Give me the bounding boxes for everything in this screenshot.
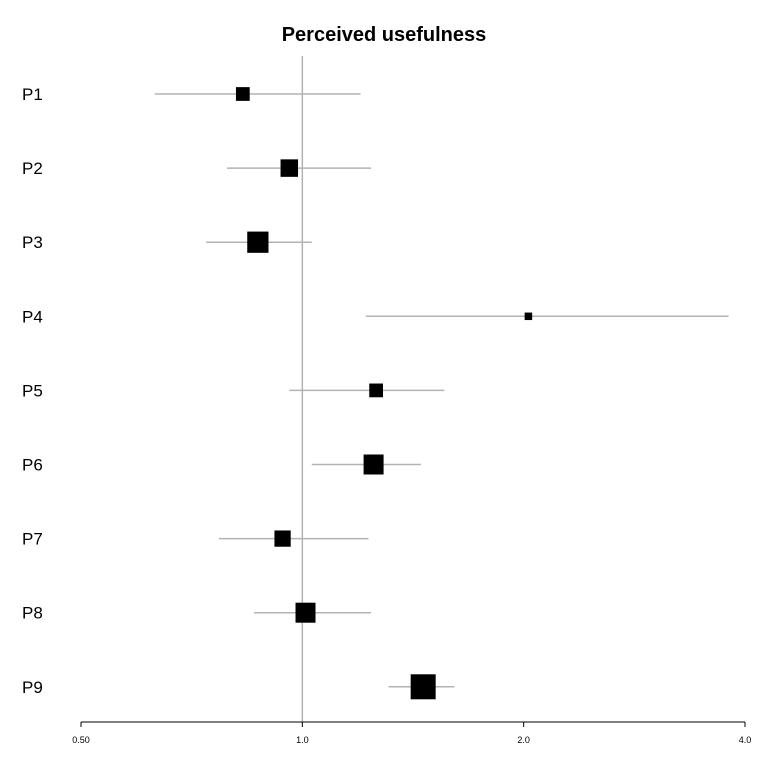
chart-title: Perceived usefulness bbox=[282, 24, 487, 46]
estimate-marker bbox=[235, 87, 250, 101]
x-axis-ticks: 0.50 1.0 2.0 4.0 bbox=[72, 722, 751, 745]
row-label: P2 bbox=[22, 159, 43, 178]
row-label: P8 bbox=[22, 604, 43, 623]
estimate-marker bbox=[274, 530, 291, 547]
estimate-marker bbox=[524, 312, 533, 321]
estimate-marker bbox=[280, 159, 299, 177]
row-label: P9 bbox=[22, 678, 43, 697]
estimate-marker bbox=[363, 454, 384, 475]
estimate-marker bbox=[295, 602, 316, 623]
row-label: P5 bbox=[22, 381, 43, 400]
row-label: P1 bbox=[22, 85, 43, 104]
estimate-marker bbox=[247, 231, 269, 253]
row-label: P6 bbox=[22, 456, 43, 475]
row-label-layer: P1 P2 P3 P4 P5 P6 P7 P8 P9 bbox=[22, 85, 43, 697]
row-label: P3 bbox=[22, 233, 43, 252]
row-label: P7 bbox=[22, 530, 43, 549]
x-tick-label: 0.50 bbox=[72, 735, 90, 745]
x-tick-label: 4.0 bbox=[739, 735, 752, 745]
x-tick-label: 1.0 bbox=[296, 735, 309, 745]
estimate-marker bbox=[369, 383, 384, 398]
estimate-marker bbox=[410, 674, 436, 700]
marker-layer bbox=[235, 87, 533, 700]
ci-layer bbox=[154, 93, 729, 688]
row-label: P4 bbox=[22, 307, 43, 326]
x-tick-label: 2.0 bbox=[517, 735, 530, 745]
